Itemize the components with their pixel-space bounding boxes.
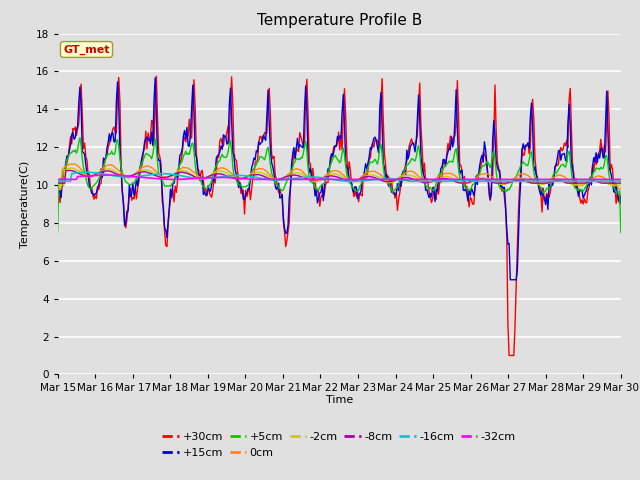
-16cm — [230, 172, 238, 178]
+15cm — [617, 194, 625, 200]
Line: -8cm: -8cm — [58, 170, 621, 183]
-2cm — [370, 172, 378, 178]
Line: 0cm: 0cm — [58, 164, 621, 189]
Line: +30cm: +30cm — [58, 76, 621, 356]
+30cm — [292, 144, 300, 150]
-8cm — [566, 180, 574, 186]
-16cm — [617, 179, 625, 184]
0cm — [566, 179, 574, 184]
-2cm — [617, 182, 625, 188]
-32cm — [54, 177, 61, 182]
+15cm — [370, 135, 378, 141]
0cm — [469, 178, 477, 184]
-32cm — [292, 177, 300, 182]
-8cm — [469, 178, 477, 184]
0cm — [54, 186, 61, 192]
Text: GT_met: GT_met — [63, 44, 109, 55]
-32cm — [397, 177, 404, 182]
-32cm — [617, 177, 625, 182]
-32cm — [469, 177, 477, 182]
-32cm — [566, 177, 574, 182]
+30cm — [617, 201, 625, 207]
+5cm — [76, 135, 84, 141]
-2cm — [292, 170, 300, 176]
+30cm — [152, 73, 160, 79]
+5cm — [54, 229, 61, 235]
+30cm — [397, 181, 404, 187]
+30cm — [370, 144, 378, 150]
0cm — [292, 166, 300, 171]
+30cm — [54, 186, 61, 192]
Line: +15cm: +15cm — [58, 78, 621, 280]
+15cm — [506, 277, 514, 283]
-16cm — [292, 175, 300, 181]
+30cm — [469, 201, 477, 207]
+30cm — [230, 150, 238, 156]
-8cm — [65, 168, 73, 173]
+15cm — [230, 154, 238, 159]
0cm — [70, 161, 78, 167]
-32cm — [106, 172, 113, 178]
+30cm — [568, 124, 575, 130]
Line: -2cm: -2cm — [58, 168, 621, 185]
+5cm — [292, 156, 300, 161]
-2cm — [230, 175, 238, 180]
+15cm — [54, 181, 61, 187]
-32cm — [230, 175, 238, 180]
-8cm — [370, 175, 378, 180]
-8cm — [230, 176, 238, 181]
X-axis label: Time: Time — [326, 395, 353, 405]
0cm — [230, 173, 238, 179]
Y-axis label: Temperature(C): Temperature(C) — [20, 160, 30, 248]
-2cm — [68, 165, 76, 171]
+15cm — [151, 75, 159, 81]
+5cm — [617, 229, 625, 235]
-2cm — [566, 181, 574, 187]
0cm — [370, 168, 378, 174]
-16cm — [469, 178, 477, 184]
-16cm — [370, 177, 378, 182]
+15cm — [568, 165, 575, 171]
-2cm — [397, 175, 404, 180]
Line: -16cm: -16cm — [58, 172, 621, 181]
Line: +5cm: +5cm — [58, 138, 621, 232]
Legend: +30cm, +15cm, +5cm, 0cm, -2cm, -8cm, -16cm, -32cm: +30cm, +15cm, +5cm, 0cm, -2cm, -8cm, -16… — [158, 428, 520, 462]
Line: -32cm: -32cm — [58, 175, 621, 180]
-32cm — [370, 177, 378, 182]
+5cm — [370, 158, 378, 164]
+5cm — [566, 157, 574, 163]
-16cm — [566, 179, 574, 184]
-16cm — [397, 177, 404, 182]
+15cm — [469, 188, 477, 194]
-8cm — [54, 180, 61, 186]
Title: Temperature Profile B: Temperature Profile B — [257, 13, 422, 28]
+30cm — [505, 353, 513, 359]
-8cm — [292, 172, 300, 178]
-8cm — [617, 180, 625, 186]
-2cm — [54, 182, 61, 188]
-16cm — [54, 179, 61, 184]
-2cm — [469, 179, 477, 184]
0cm — [617, 186, 625, 192]
+15cm — [397, 183, 404, 189]
-8cm — [397, 176, 404, 181]
-16cm — [83, 169, 91, 175]
+5cm — [469, 181, 477, 187]
0cm — [397, 173, 404, 179]
+15cm — [292, 146, 300, 152]
+5cm — [397, 175, 404, 181]
+5cm — [230, 172, 238, 178]
